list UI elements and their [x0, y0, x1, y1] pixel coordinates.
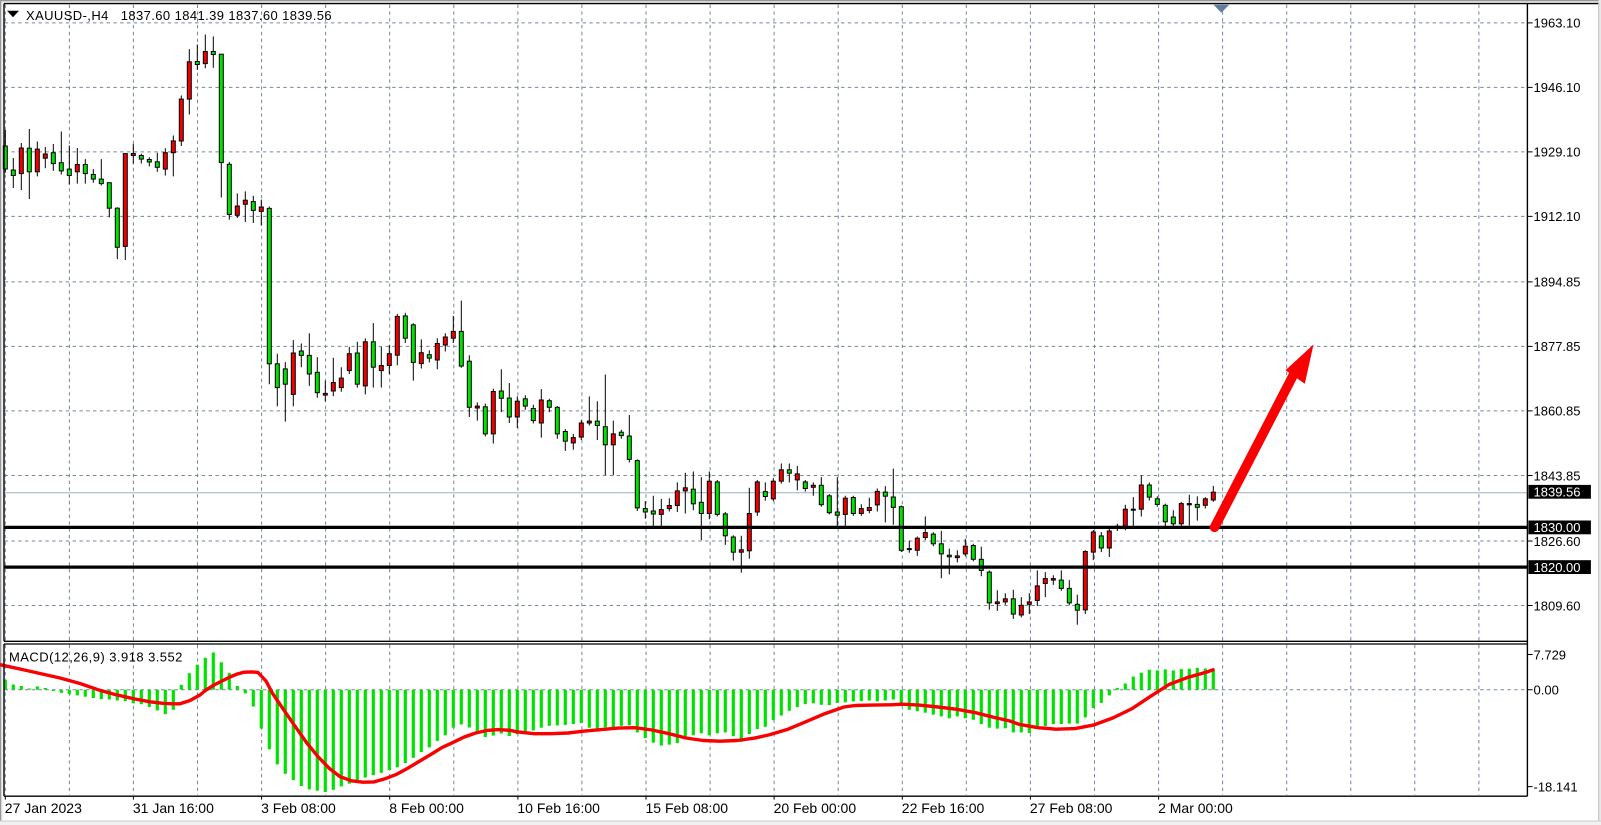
- svg-text:1830.00: 1830.00: [1534, 520, 1581, 535]
- svg-text:8 Feb 00:00: 8 Feb 00:00: [389, 800, 464, 816]
- svg-text:20 Feb 00:00: 20 Feb 00:00: [774, 800, 857, 816]
- svg-text:1809.60: 1809.60: [1534, 598, 1581, 613]
- svg-text:27 Jan 2023: 27 Jan 2023: [5, 800, 82, 816]
- svg-text:MACD(12,26,9) 3.918 3.552: MACD(12,26,9) 3.918 3.552: [9, 649, 183, 664]
- svg-text:22 Feb 16:00: 22 Feb 16:00: [902, 800, 985, 816]
- svg-text:1843.85: 1843.85: [1534, 468, 1581, 483]
- svg-text:27 Feb 08:00: 27 Feb 08:00: [1030, 800, 1113, 816]
- svg-text:10 Feb 16:00: 10 Feb 16:00: [517, 800, 600, 816]
- svg-text:1963.10: 1963.10: [1534, 16, 1581, 31]
- svg-text:1860.85: 1860.85: [1534, 404, 1581, 419]
- svg-text:-18.141: -18.141: [1534, 779, 1578, 794]
- svg-text:7.729: 7.729: [1534, 647, 1567, 662]
- svg-text:0.00: 0.00: [1534, 683, 1559, 698]
- svg-text:1946.10: 1946.10: [1534, 80, 1581, 95]
- svg-text:1839.56: 1839.56: [1534, 485, 1581, 500]
- svg-text:2 Mar 00:00: 2 Mar 00:00: [1158, 800, 1233, 816]
- svg-text:1826.60: 1826.60: [1534, 534, 1581, 549]
- svg-text:XAUUSD-,H4 1837.60 1841.39 1: XAUUSD-,H4 1837.60 1841.39 1837.60 1839.…: [26, 8, 332, 23]
- svg-text:1912.10: 1912.10: [1534, 209, 1581, 224]
- svg-text:31 Jan 16:00: 31 Jan 16:00: [133, 800, 214, 816]
- svg-text:3 Feb 08:00: 3 Feb 08:00: [261, 800, 336, 816]
- svg-text:1929.10: 1929.10: [1534, 145, 1581, 160]
- svg-text:15 Feb 08:00: 15 Feb 08:00: [646, 800, 729, 816]
- svg-text:1820.00: 1820.00: [1534, 560, 1581, 575]
- svg-text:1877.85: 1877.85: [1534, 339, 1581, 354]
- svg-text:1894.85: 1894.85: [1534, 275, 1581, 290]
